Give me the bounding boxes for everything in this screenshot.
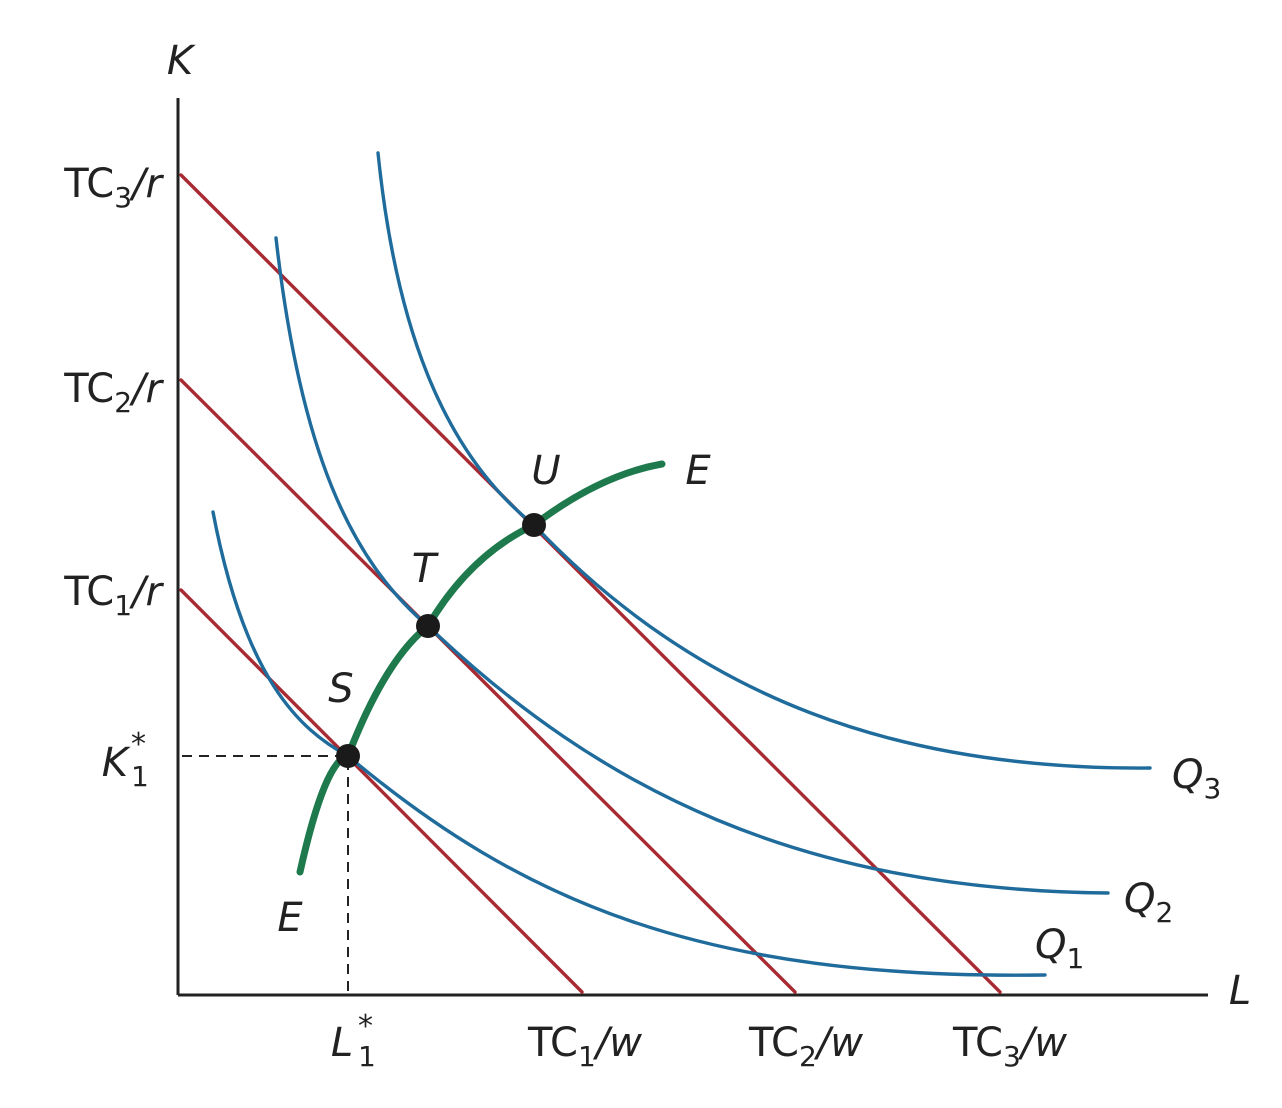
x-tick-tc2-w: TC2/w — [748, 1020, 863, 1073]
isoquant-label-q2: Q2 — [1124, 876, 1173, 929]
expansion-path-curve — [296, 460, 666, 876]
point-u-label: U — [531, 448, 560, 494]
optimum-guides — [182, 755, 349, 992]
y-tick-k1-star-sup: * — [131, 727, 146, 762]
y-axis-label: K — [167, 38, 196, 84]
point-s-label: S — [328, 666, 353, 712]
isocost-line-tc2 — [179, 378, 797, 994]
y-tick-k1-star-sub: 1 — [131, 760, 149, 793]
x-tick-tc1-w: TC1/w — [527, 1020, 642, 1073]
point-t-marker — [416, 614, 440, 638]
isoquant-curves — [211, 151, 1152, 977]
point-u-marker — [522, 513, 546, 537]
isoquant-label-q3: Q3 — [1172, 752, 1221, 805]
point-t-label: T — [412, 546, 440, 592]
y-tick-labels: TC3/r TC2/r TC1/r K * 1 — [63, 161, 164, 793]
tangency-points: S T U — [328, 448, 561, 768]
x-tick-l1-star-sup: * — [358, 1009, 373, 1044]
x-tick-l1-star-sub: 1 — [358, 1040, 376, 1073]
x-tick-tc3-w: TC3/w — [952, 1020, 1067, 1073]
isoquant-labels: Q1 Q2 Q3 — [1035, 752, 1221, 975]
isoquant-curve-q1 — [211, 510, 1047, 977]
isocost-lines — [179, 173, 1002, 994]
expansion-path-label-start: E — [277, 895, 303, 941]
isoquant-curve-q2 — [274, 236, 1110, 895]
expansion-path-label-end: E — [685, 448, 711, 494]
y-tick-tc1-r: TC1/r — [63, 569, 164, 622]
isoquant-label-q1: Q1 — [1035, 922, 1084, 975]
y-tick-tc2-r: TC2/r — [63, 366, 164, 419]
x-tick-labels: L * 1 TC1/w TC2/w TC3/w — [331, 1009, 1067, 1073]
x-tick-l1-star-main: L — [331, 1020, 353, 1066]
isocost-line-tc3 — [179, 173, 1002, 994]
isocost-line-tc1 — [179, 588, 584, 994]
y-tick-tc3-r: TC3/r — [63, 161, 164, 214]
isoquant-curve-q3 — [376, 151, 1152, 770]
axes: K L — [167, 38, 1251, 1014]
x-axis-label: L — [1229, 968, 1251, 1014]
y-tick-k1-star-main: K — [102, 740, 131, 786]
point-s-marker — [336, 744, 360, 768]
